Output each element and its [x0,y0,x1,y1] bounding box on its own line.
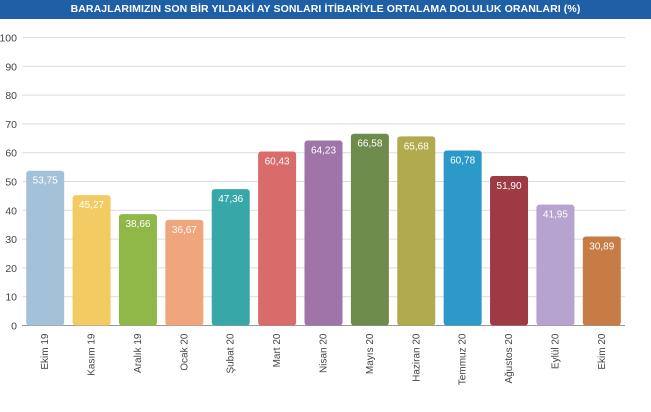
value-label: 38,66 [125,219,150,230]
chart-title: BARAJLARIMIZIN SON BİR YILDAKİ AY SONLAR… [0,0,651,19]
bar [304,140,343,326]
x-tick-label: Ekim 20 [597,333,608,370]
x-tick-label: Haziran 20 [411,333,422,382]
value-label: 60,43 [265,156,290,167]
bars [26,133,621,326]
x-tick-label: Kasım 19 [87,333,98,376]
bar [258,151,297,326]
y-tick-label: 30 [5,234,17,246]
x-tick-label: Mart 20 [272,333,283,367]
x-tick-label: Ekim 19 [40,333,51,370]
bar [26,170,65,326]
value-label: 47,36 [218,194,243,205]
value-labels: 53,75 45,27 38,66 36,67 47,36 60,43 64,23 66,58… [33,139,615,253]
y-tick-label: 20 [5,263,17,275]
x-tick-label: Nisan 20 [319,333,330,373]
bar [582,236,621,326]
y-tick-label: 0 [11,321,17,333]
value-label: 36,67 [172,225,197,236]
x-tick-label: Ocak 20 [179,333,190,371]
y-tick-label: 90 [5,61,17,73]
y-axis-ticks: 0 10 20 30 40 50 60 70 80 90 100 [0,33,17,333]
value-label: 66,58 [357,139,382,150]
x-tick-label: Temmuz 20 [458,333,469,385]
value-label: 65,68 [404,141,429,152]
bar [350,133,389,326]
x-tick-label: Ağustos 20 [504,333,515,383]
x-tick-label: Eylül 20 [550,333,561,369]
bar [211,189,250,326]
bar [118,214,157,326]
bar [536,204,575,326]
bar [490,176,529,326]
y-tick-label: 60 [5,148,17,160]
y-tick-label: 10 [5,292,17,304]
value-label: 30,89 [589,242,614,253]
bar [397,136,436,326]
value-label: 51,90 [497,181,522,192]
bar [443,150,482,326]
x-tick-label: Şubat 20 [226,333,237,373]
x-tick-label: Mayıs 20 [365,333,376,374]
value-label: 45,27 [79,200,104,211]
y-tick-label: 70 [5,119,17,131]
value-label: 53,75 [33,176,58,187]
bar [165,219,204,326]
value-label: 60,78 [450,155,475,166]
value-label: 41,95 [543,210,568,221]
y-tick-label: 40 [5,205,17,217]
bar [72,195,111,326]
x-tick-label: Aralık 19 [133,333,144,373]
y-tick-label: 80 [5,90,17,102]
x-axis-labels: Ekim 19 Kasım 19 Aralık 19 Ocak 20 Şubat 20 M… [40,333,608,385]
y-tick-label: 50 [5,177,17,189]
y-tick-label: 100 [0,33,17,45]
value-label: 64,23 [311,146,336,157]
